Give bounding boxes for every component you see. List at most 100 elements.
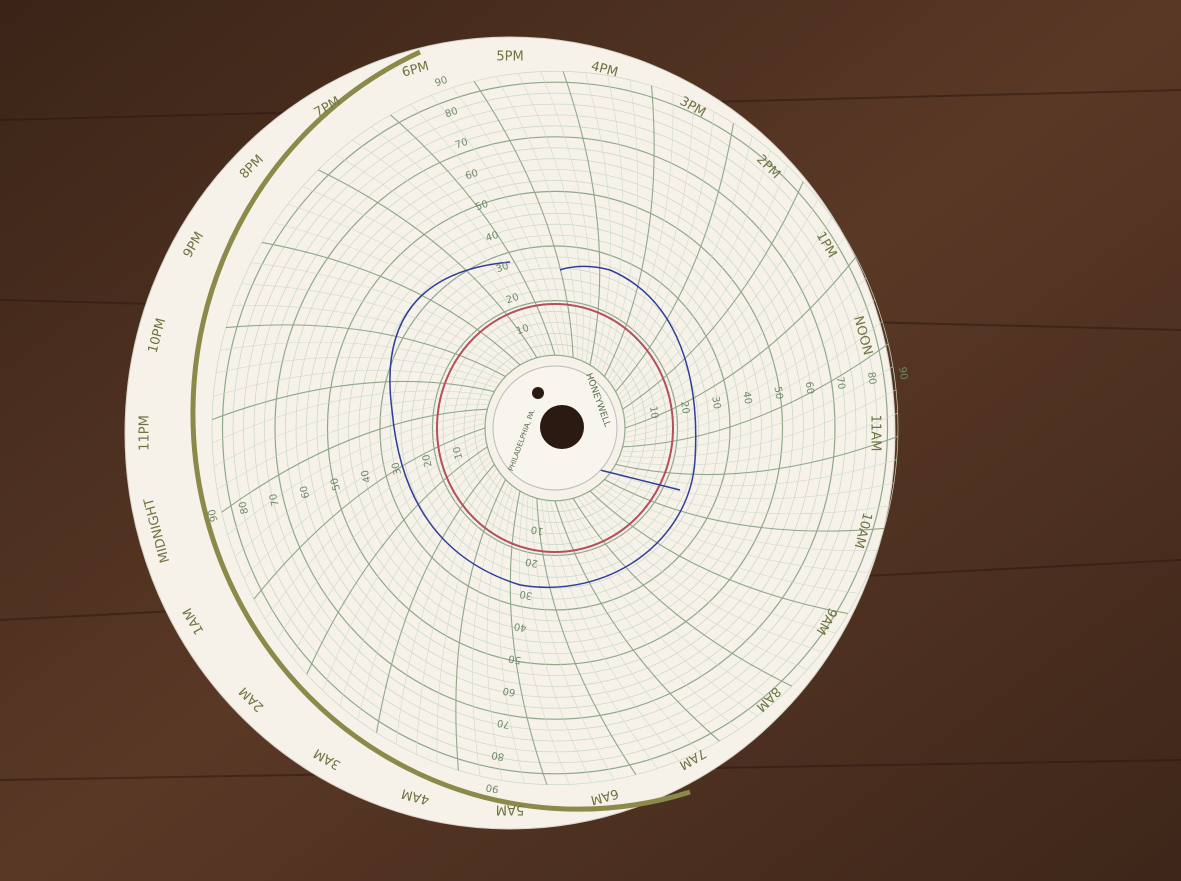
- scale-label: 80: [444, 106, 460, 121]
- time-arc: [589, 490, 849, 615]
- time-arc: [550, 500, 700, 752]
- hour-label: 6AM: [589, 785, 620, 807]
- time-arc: [585, 72, 611, 368]
- scale-label: 80: [491, 749, 505, 762]
- time-arc: [277, 437, 486, 639]
- time-arc: [624, 236, 845, 424]
- time-arc: [597, 485, 869, 573]
- time-arc: [600, 79, 638, 374]
- time-arc: [568, 499, 776, 702]
- time-arc: [375, 464, 495, 733]
- time-arc: [607, 93, 674, 381]
- scale-label: 30: [495, 261, 511, 276]
- ring: [285, 147, 825, 709]
- time-arc: [619, 389, 897, 458]
- time-arc: [213, 398, 491, 467]
- time-arc: [302, 186, 533, 360]
- scale-label: 40: [484, 230, 500, 245]
- time-arc: [610, 101, 695, 384]
- ring: [326, 190, 784, 666]
- scale-label: 60: [299, 484, 313, 499]
- time-arc: [274, 222, 525, 363]
- red-trace: [436, 303, 674, 553]
- scale-label: 10: [530, 523, 544, 536]
- hour-label: 5PM: [496, 50, 523, 65]
- time-arc: [436, 475, 503, 763]
- time-arc: [624, 217, 833, 419]
- ring: [348, 212, 762, 644]
- time-arc: [624, 256, 857, 429]
- time-arc: [585, 493, 836, 634]
- scale-label: 20: [421, 453, 435, 468]
- scale-label: 90: [485, 781, 499, 794]
- time-arc: [563, 500, 758, 717]
- time-arc: [221, 408, 488, 513]
- ring: [221, 81, 889, 775]
- ring: [243, 103, 867, 753]
- time-arc: [261, 241, 521, 366]
- scale-label: 90: [207, 508, 221, 523]
- time-arc: [472, 482, 510, 777]
- time-arc: [519, 493, 570, 785]
- time-arc: [253, 427, 486, 600]
- time-arc: [604, 478, 885, 532]
- time-arc: [600, 482, 878, 552]
- time-arc: [452, 87, 569, 357]
- time-arc: [291, 441, 487, 657]
- time-arc: [545, 500, 679, 761]
- time-arc: [251, 262, 517, 368]
- ring: [390, 256, 720, 600]
- time-arc: [415, 472, 500, 755]
- time-arc: [604, 85, 655, 377]
- time-arc: [509, 490, 548, 785]
- rim-band: [190, 49, 691, 812]
- scale-label: 70: [496, 717, 510, 730]
- ring: [211, 70, 899, 786]
- time-arc: [622, 343, 889, 448]
- pen-mark: [599, 469, 681, 491]
- ring: [453, 322, 657, 534]
- scale-label: 30: [390, 461, 404, 476]
- time-arc: [623, 199, 819, 415]
- ring: [337, 201, 773, 655]
- ring: [316, 180, 794, 676]
- time-arc: [593, 488, 859, 594]
- ring: [421, 289, 689, 567]
- time-arc: [431, 95, 565, 356]
- scale-label: 50: [474, 199, 490, 214]
- time-arc: [554, 500, 720, 742]
- time-arc: [621, 366, 894, 452]
- blue-trace: [389, 261, 697, 589]
- time-arc: [410, 104, 560, 356]
- hour-label: 5AM: [496, 802, 524, 817]
- time-arc: [619, 150, 771, 401]
- time-arc: [617, 412, 898, 466]
- pin-hole: [532, 387, 544, 399]
- time-arc: [486, 485, 513, 781]
- hour-label: 11PM: [138, 415, 153, 451]
- time-arc: [352, 139, 547, 356]
- time-arc: [241, 283, 513, 371]
- time-arc: [622, 181, 804, 410]
- scale-label: 50: [329, 477, 343, 492]
- time-arc: [212, 390, 493, 444]
- time-arc: [243, 422, 486, 579]
- scale-label: 40: [740, 391, 753, 405]
- scale-label: 10: [647, 405, 660, 419]
- time-arc: [536, 498, 637, 775]
- time-arc: [607, 475, 890, 515]
- time-arc: [541, 499, 658, 769]
- ring: [411, 278, 699, 578]
- ring: [442, 311, 668, 545]
- time-arc: [499, 488, 525, 784]
- time-arc: [390, 114, 556, 356]
- time-arc: [213, 369, 497, 397]
- scale-label: 80: [865, 371, 878, 385]
- hour-label: 4PM: [589, 59, 619, 81]
- time-arc: [357, 459, 493, 720]
- ring: [379, 245, 731, 611]
- time-arc: [265, 432, 486, 620]
- time-arc: [306, 446, 488, 675]
- time-arc: [234, 418, 486, 557]
